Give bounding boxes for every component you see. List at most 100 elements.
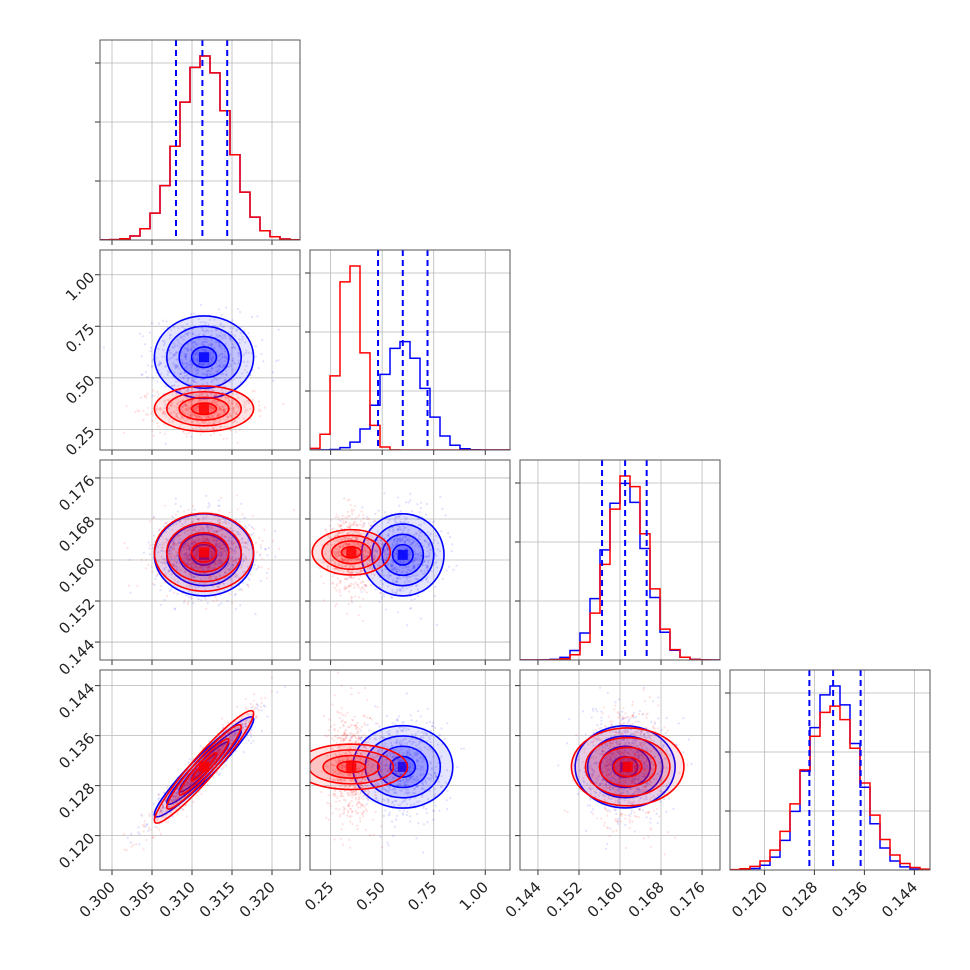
scatter-point bbox=[217, 545, 220, 548]
scatter-point bbox=[171, 563, 175, 566]
scatter-point bbox=[171, 420, 174, 424]
scatter-point bbox=[218, 572, 221, 575]
scatter-point bbox=[396, 529, 399, 532]
scatter-point bbox=[382, 542, 385, 546]
scatter-point bbox=[341, 557, 344, 560]
scatter-point bbox=[144, 394, 147, 398]
scatter-point bbox=[211, 367, 214, 370]
scatter-point bbox=[172, 543, 175, 546]
scatter-point bbox=[214, 562, 217, 566]
scatter-point bbox=[232, 357, 235, 360]
scatter-point bbox=[205, 539, 208, 542]
scatter-point bbox=[207, 539, 210, 542]
scatter-point bbox=[192, 601, 195, 605]
scatter-point bbox=[272, 379, 275, 382]
scatter-point bbox=[209, 525, 213, 528]
scatter-point bbox=[175, 408, 178, 412]
scatter-point bbox=[349, 503, 352, 507]
scatter-point bbox=[337, 553, 340, 556]
scatter-point bbox=[228, 731, 231, 734]
scatter-point bbox=[388, 529, 391, 532]
scatter-point bbox=[234, 419, 237, 422]
scatter-point bbox=[156, 826, 159, 829]
scatter-point bbox=[176, 510, 179, 513]
scatter-point bbox=[374, 588, 377, 591]
scatter-point bbox=[224, 379, 227, 382]
scatter-point bbox=[416, 588, 419, 591]
scatter-point bbox=[234, 572, 237, 576]
contour-red bbox=[340, 545, 362, 559]
scatter-point bbox=[235, 403, 238, 406]
scatter-point bbox=[232, 402, 235, 405]
scatter-point bbox=[318, 567, 322, 570]
scatter-point bbox=[230, 547, 233, 550]
y-tick-label: 0.176 bbox=[55, 472, 98, 515]
scatter-point bbox=[348, 523, 352, 526]
scatter-point bbox=[367, 539, 370, 542]
scatter-point bbox=[190, 383, 193, 386]
scatter-point bbox=[348, 498, 351, 501]
y-tick-label: 0.152 bbox=[55, 595, 98, 638]
scatter-point bbox=[412, 563, 415, 567]
scatter-point bbox=[401, 566, 404, 570]
scatter-point bbox=[335, 589, 338, 592]
scatter-point bbox=[208, 355, 211, 358]
scatter-point bbox=[186, 331, 189, 334]
scatter-point bbox=[187, 590, 191, 593]
scatter-point bbox=[196, 357, 199, 360]
scatter-point bbox=[146, 823, 149, 826]
scatter-point bbox=[208, 548, 211, 551]
scatter-point bbox=[230, 539, 233, 543]
scatter-point bbox=[183, 783, 187, 786]
scatter-point bbox=[218, 747, 221, 750]
scatter-point bbox=[183, 544, 186, 547]
contour-red bbox=[153, 385, 255, 433]
scatter-point bbox=[232, 732, 236, 735]
scatter-point bbox=[208, 577, 212, 580]
scatter-point bbox=[386, 534, 389, 537]
scatter-point bbox=[209, 433, 212, 437]
scatter-point bbox=[198, 394, 201, 397]
scatter-point bbox=[229, 362, 232, 365]
scatter-point bbox=[213, 560, 216, 563]
scatter-point bbox=[194, 343, 198, 346]
scatter-point bbox=[415, 584, 419, 587]
scatter-point bbox=[344, 536, 347, 539]
scatter-point bbox=[250, 417, 253, 421]
scatter-point bbox=[157, 393, 160, 396]
scatter-point bbox=[193, 414, 197, 417]
scatter-point bbox=[185, 404, 188, 407]
scatter-point bbox=[337, 532, 340, 535]
scatter-point bbox=[403, 575, 406, 579]
scatter-point bbox=[349, 531, 352, 534]
scatter-point bbox=[356, 516, 359, 519]
scatter-point bbox=[347, 531, 350, 535]
scatter-point bbox=[346, 612, 349, 615]
scatter-point bbox=[209, 373, 212, 377]
scatter-point bbox=[202, 563, 205, 566]
y-tick-label: 0.25 bbox=[62, 423, 98, 459]
scatter-point bbox=[237, 405, 240, 408]
scatter-point bbox=[242, 557, 245, 560]
scatter-point bbox=[394, 552, 397, 555]
scatter-point bbox=[183, 347, 186, 350]
scatter-point bbox=[212, 389, 215, 392]
scatter-point bbox=[169, 411, 172, 414]
scatter-point bbox=[221, 582, 225, 585]
scatter-point bbox=[208, 352, 211, 355]
scatter-point bbox=[169, 328, 172, 331]
scatter-point bbox=[230, 543, 233, 546]
scatter-point bbox=[181, 409, 184, 412]
scatter-point bbox=[184, 403, 187, 407]
scatter-point bbox=[396, 540, 399, 543]
scatter-point bbox=[190, 404, 193, 407]
scatter-point bbox=[202, 378, 205, 381]
scatter-point bbox=[186, 554, 189, 557]
scatter-point bbox=[433, 594, 436, 598]
scatter-point bbox=[366, 567, 369, 570]
scatter-point bbox=[123, 542, 126, 545]
scatter-point bbox=[244, 725, 247, 728]
scatter-point bbox=[178, 561, 181, 565]
scatter-point bbox=[222, 542, 225, 545]
scatter-point bbox=[207, 414, 210, 417]
